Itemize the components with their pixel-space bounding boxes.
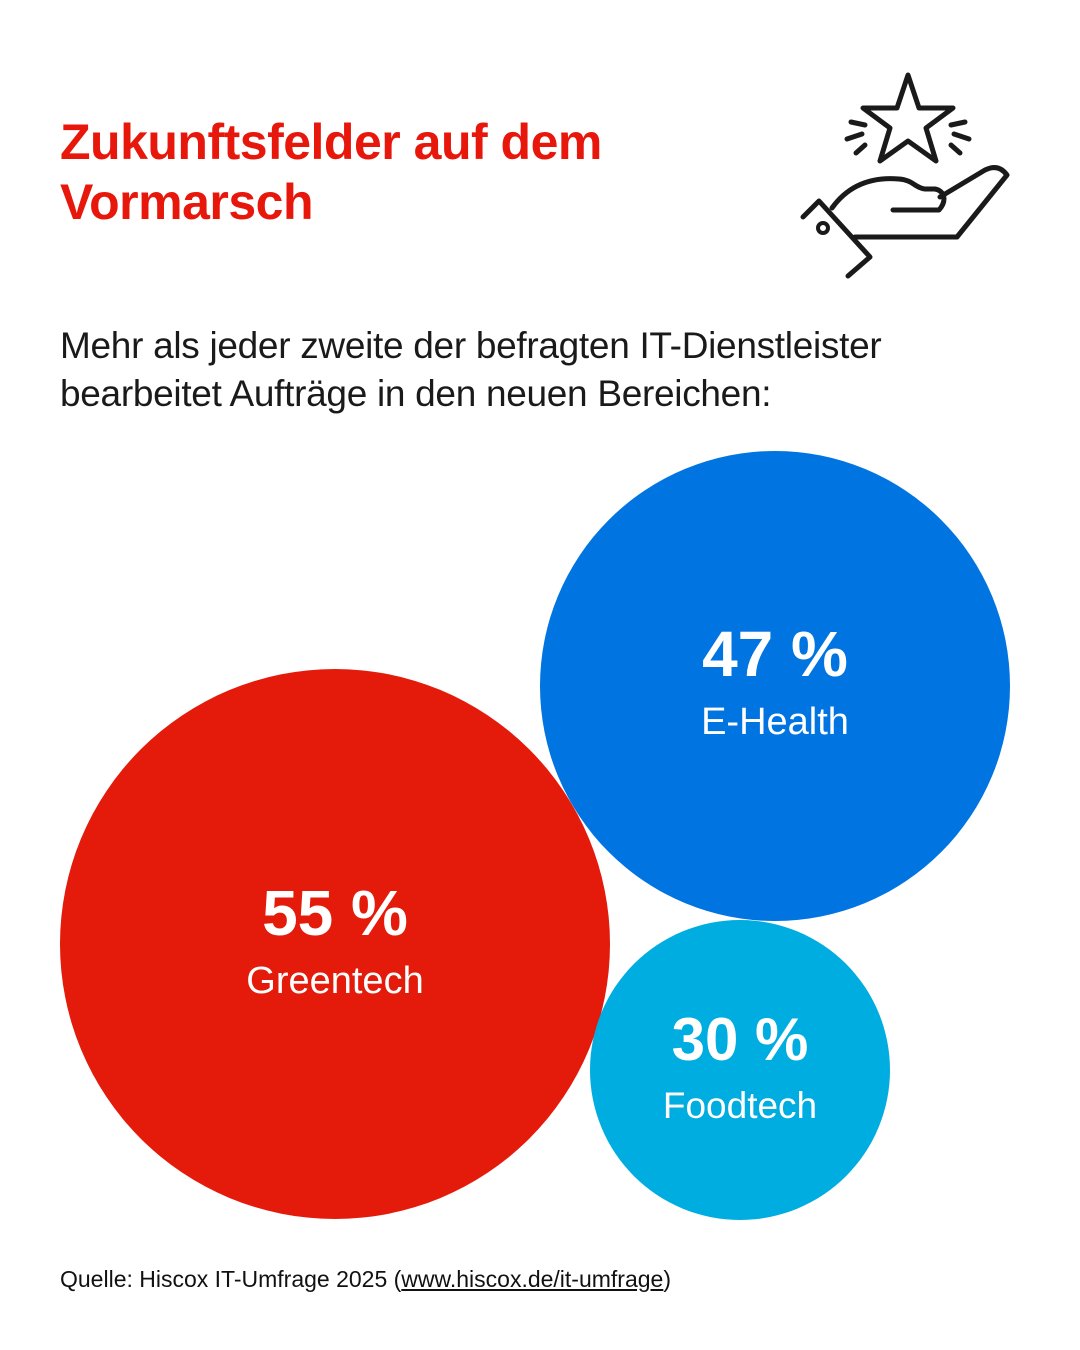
hand-holding-star-icon [800,72,1010,279]
data-label-category: Foodtech [662,1085,818,1126]
source-prefix: Quelle: Hiscox IT-Umfrage 2025 ( [60,1266,402,1292]
data-label-value: 55 % [262,877,408,949]
page-title: Zukunftsfelder auf dem Vormarsch [60,114,602,230]
data-label-value: 47 % [702,618,848,690]
subtitle-line-1: Mehr als jeder zweite der befragten IT-D… [60,325,882,366]
bubble-e-health: 47 % E-Health [540,451,1010,921]
source-note: Quelle: Hiscox IT-Umfrage 2025 (www.hisc… [60,1266,671,1293]
subtitle: Mehr als jeder zweite der befragten IT-D… [60,322,1020,418]
data-label-category: E-Health [701,701,849,743]
subtitle-line-2: bearbeitet Aufträge in den neuen Bereich… [60,373,772,414]
bubble-greentech: 55 % Greentech [60,669,610,1219]
data-label-value: 30 % [671,1006,809,1073]
source-link[interactable]: www.hiscox.de/it-umfrage [401,1266,664,1292]
bubble-foodtech: 30 % Foodtech [590,920,890,1220]
data-label-category: Greentech [246,960,424,1002]
source-suffix: ) [663,1266,672,1292]
